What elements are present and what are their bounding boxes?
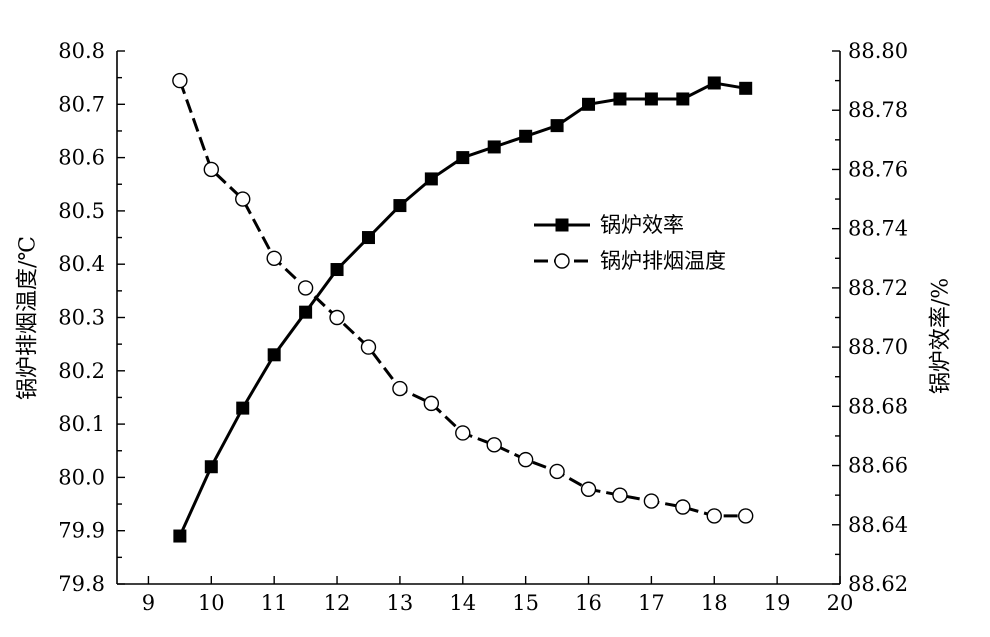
series-point-square — [361, 231, 375, 245]
x-tick-label: 20 — [827, 591, 854, 615]
y-left-tick-label: 80.0 — [58, 465, 105, 489]
series-point-circle — [392, 380, 408, 397]
series-point-square — [550, 119, 564, 133]
y-right-tick-label: 88.80 — [848, 39, 908, 63]
y-right-tick-label: 88.64 — [848, 513, 908, 537]
legend-label-efficiency: 锅炉效率 — [600, 213, 684, 237]
series-point-square — [299, 305, 313, 319]
y-left-tick-label: 80.7 — [58, 92, 105, 116]
series-point-square — [267, 348, 281, 362]
series-layer — [172, 72, 754, 543]
x-tick-label: 18 — [701, 591, 728, 615]
series-point-square — [613, 92, 627, 106]
series-point-circle — [266, 250, 282, 266]
series-point-circle — [172, 72, 188, 89]
y-left-axis-title: 锅炉排烟温度/℃ — [16, 236, 41, 400]
x-tick-label: 14 — [449, 591, 476, 615]
x-tick-label: 10 — [198, 591, 225, 615]
legend: 锅炉效率 锅炉排烟温度 — [534, 213, 726, 273]
series-point-circle — [423, 395, 440, 412]
x-tick-label: 16 — [575, 591, 602, 615]
series-point-square — [173, 529, 187, 543]
y-left-tick-label: 80.8 — [58, 39, 105, 63]
y-left-tick-label: 80.6 — [58, 146, 105, 170]
series-point-circle — [297, 280, 314, 296]
series-point-circle — [517, 451, 534, 468]
x-tick-label: 17 — [638, 591, 665, 615]
legend-label-flue-temp: 锅炉排烟温度 — [600, 249, 726, 273]
y-right-tick-label: 88.66 — [848, 454, 908, 478]
series-point-circle — [675, 499, 691, 515]
series-point-circle — [235, 191, 251, 207]
y-right-tick-label: 88.72 — [848, 276, 908, 300]
series-point-square — [330, 263, 344, 277]
series-line-1 — [178, 80, 746, 518]
series-point-square — [676, 92, 690, 106]
y-left-tick-label: 79.9 — [58, 519, 105, 543]
series-point-circle — [486, 437, 502, 453]
y-right-tick-label: 88.62 — [848, 572, 908, 596]
x-tick-label: 19 — [764, 591, 791, 615]
y-right-tick-label: 88.76 — [848, 157, 908, 181]
axes — [116, 51, 841, 585]
series-point-circle — [549, 463, 565, 480]
y-left-tick-label: 80.5 — [58, 199, 105, 223]
x-ticks: 9 10 11 12 13 14 15 16 17 18 19 20 — [142, 576, 854, 615]
series-point-square — [707, 76, 721, 90]
series-point-circle — [360, 339, 377, 355]
x-tick-label: 15 — [512, 591, 539, 615]
y-left-tick-label: 79.8 — [58, 572, 105, 596]
y-right-tick-label: 88.78 — [848, 98, 908, 122]
series-point-square — [424, 172, 438, 186]
y-left-ticks: 79.8 79.9 80.0 80.1 80.2 80.3 80.4 80.5 80.6 80.7… — [58, 39, 125, 596]
series-point-circle — [737, 508, 754, 524]
x-tick-label: 12 — [324, 591, 351, 615]
y-left-tick-label: 80.4 — [58, 252, 105, 276]
series-point-square — [393, 199, 407, 213]
series-point-square — [644, 92, 658, 106]
legend-marker-efficiency — [555, 218, 569, 232]
series-point-circle — [612, 487, 628, 503]
x-tick-label: 9 — [142, 591, 155, 615]
series-point-square — [487, 140, 501, 154]
x-tick-label: 11 — [261, 591, 288, 615]
series-point-square — [456, 151, 470, 165]
series-point-square — [519, 129, 533, 143]
series-point-circle — [580, 481, 597, 497]
x-tick-label: 13 — [387, 591, 414, 615]
y-left-tick-label: 80.2 — [58, 359, 105, 383]
series-point-circle — [329, 309, 345, 326]
series-point-circle — [706, 508, 722, 524]
y-right-tick-label: 88.70 — [848, 335, 908, 359]
series-point-square — [204, 460, 218, 474]
series-point-square — [739, 81, 753, 95]
series-point-square — [236, 401, 250, 415]
series-point-square — [582, 97, 596, 111]
series-point-circle — [203, 161, 220, 178]
y-right-tick-label: 88.68 — [848, 394, 908, 418]
y-left-tick-label: 80.1 — [58, 412, 105, 436]
y-right-tick-label: 88.74 — [848, 217, 908, 241]
legend-marker-flue-temp — [554, 253, 570, 269]
y-left-tick-label: 80.3 — [58, 306, 105, 330]
y-right-ticks: 88.62 88.64 88.66 88.68 88.70 88.72 88.74 88.76… — [832, 39, 908, 596]
y-right-axis-title: 锅炉效率/% — [929, 278, 954, 394]
series-line-0 — [178, 81, 746, 537]
series-point-circle — [643, 493, 660, 509]
series-point-circle — [455, 425, 471, 441]
